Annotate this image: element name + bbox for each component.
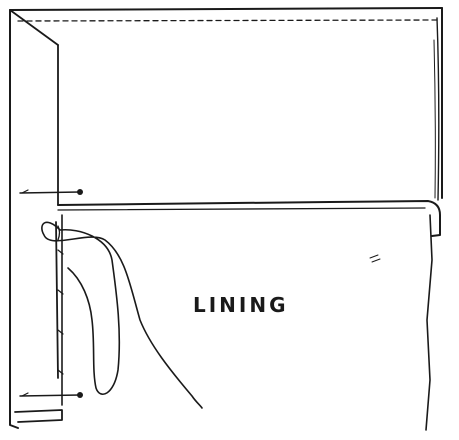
top-stitch-line: [17, 19, 439, 22]
slip-stitches: [57, 249, 64, 375]
outer-fabric: [9, 7, 443, 429]
needle: [55, 221, 61, 379]
pin-top: [19, 189, 83, 195]
thread: [41, 221, 203, 409]
lining-label: LINING: [193, 293, 289, 317]
fabric-mark: [369, 254, 381, 263]
pin-bottom: [19, 392, 83, 398]
